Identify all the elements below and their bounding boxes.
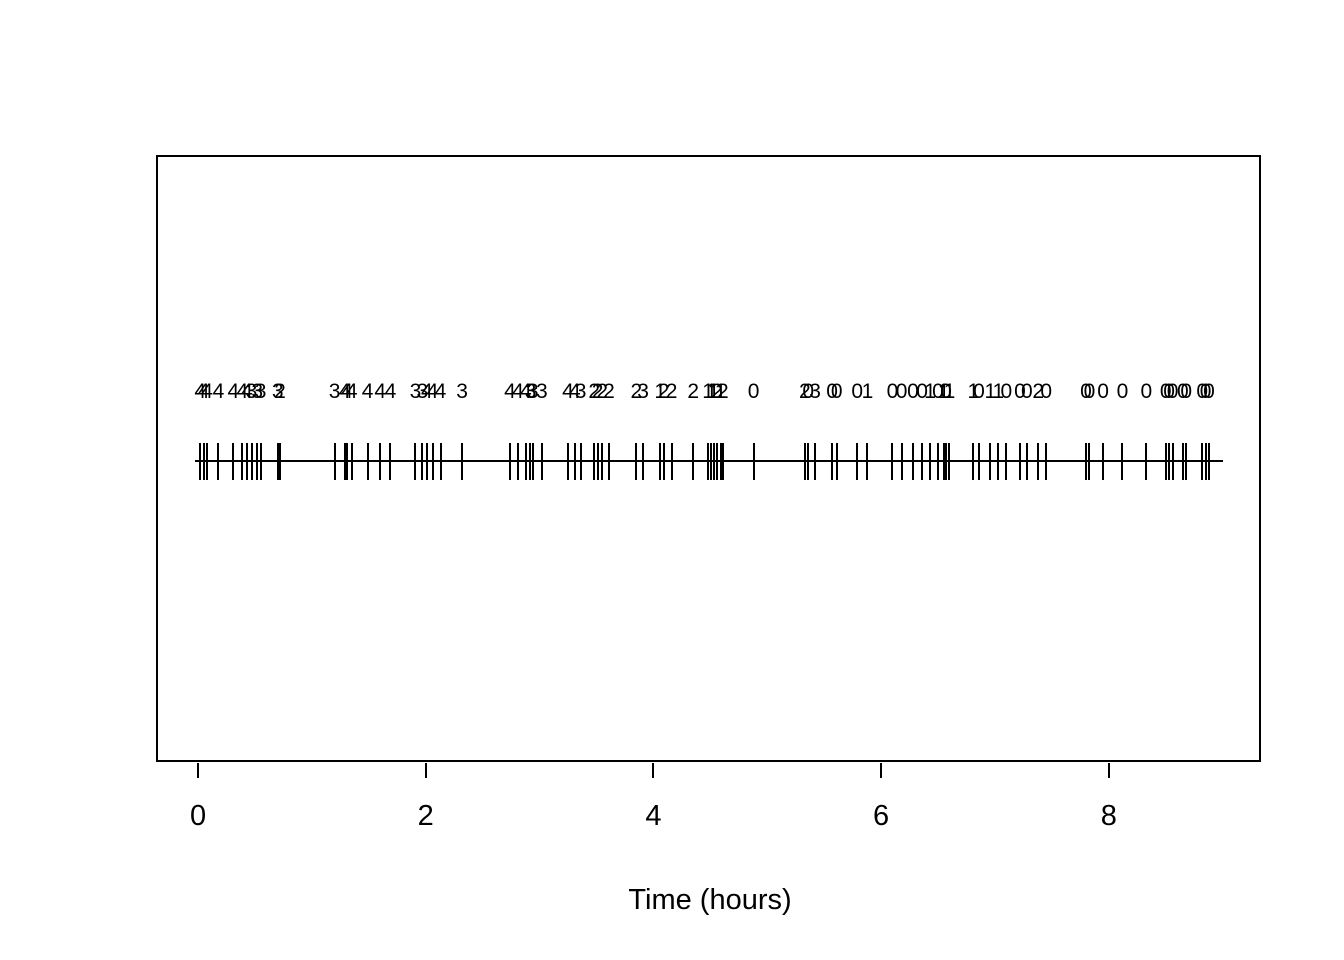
event-tick: [601, 443, 604, 480]
event-tick: [596, 443, 599, 480]
event-tick: [1037, 443, 1040, 480]
event-tick: [414, 443, 417, 480]
event-tick: [716, 443, 719, 480]
event-tick: [1025, 443, 1028, 480]
event-tick: [199, 443, 202, 480]
event-tick: [891, 443, 894, 480]
event-tick: [346, 443, 349, 480]
event-tick: [642, 443, 645, 480]
event-tick: [1185, 443, 1188, 480]
event-tick: [421, 443, 424, 480]
x-axis-title: Time (hours): [628, 884, 792, 916]
event-tick: [379, 443, 382, 480]
event-tick: [835, 443, 838, 480]
event-tick: [366, 443, 369, 480]
event-tick: [1164, 443, 1167, 480]
event-tick: [259, 443, 262, 480]
event-tick: [350, 443, 353, 480]
event-tick: [540, 443, 543, 480]
event-tick: [425, 443, 428, 480]
event-tick: [241, 443, 244, 480]
x-axis-tick: [197, 763, 199, 778]
event-tick: [803, 443, 806, 480]
event-tick: [659, 443, 662, 480]
event-tick: [1181, 443, 1184, 480]
event-tick: [707, 443, 710, 480]
event-tick: [670, 443, 673, 480]
event-tick: [607, 443, 610, 480]
event-tick: [911, 443, 914, 480]
event-tick: [942, 443, 945, 480]
event-tick: [710, 443, 713, 480]
x-axis-tick: [1107, 763, 1110, 778]
event-tick: [206, 443, 209, 480]
event-tick: [662, 443, 665, 480]
event-tick: [524, 443, 527, 480]
event-tick: [461, 443, 464, 480]
event-tick: [814, 443, 817, 480]
event-tick: [389, 443, 392, 480]
event-tick: [1088, 443, 1091, 480]
event-tick: [921, 443, 924, 480]
event-tick: [831, 443, 834, 480]
event-tick: [900, 443, 903, 480]
event-tick: [978, 443, 980, 480]
event-tick: [1005, 443, 1008, 480]
event-tick: [217, 443, 220, 480]
event-tick: [1121, 443, 1124, 480]
event-tick: [856, 443, 859, 480]
event-tick: [276, 443, 279, 480]
event-tick: [719, 443, 722, 480]
event-tick: [972, 443, 975, 480]
x-axis-tick: [424, 763, 427, 778]
event-tick: [1085, 443, 1088, 480]
event-tick: [529, 443, 532, 480]
event-tick: [579, 443, 582, 480]
event-tick: [439, 443, 442, 480]
event-tick: [937, 443, 940, 480]
event-tick: [1018, 443, 1021, 480]
event-tick: [1204, 443, 1207, 480]
event-tick: [1171, 443, 1174, 480]
event-tick: [1201, 443, 1204, 480]
event-tick: [997, 443, 1000, 480]
event-tick: [1102, 443, 1105, 480]
event-tick: [989, 443, 992, 480]
event-tick: [866, 443, 869, 480]
event-tick: [752, 443, 755, 480]
event-tick: [431, 443, 434, 480]
event-tick: [202, 443, 205, 480]
event-tick: [516, 443, 519, 480]
event-tick: [807, 443, 810, 480]
event-tick: [948, 443, 951, 480]
event-tick: [1168, 443, 1171, 480]
event-tick: [245, 443, 248, 480]
x-axis-tick: [880, 763, 883, 778]
event-tick: [1145, 443, 1148, 480]
event-tick: [929, 443, 932, 480]
event-tick: [250, 443, 253, 480]
event-tick: [567, 443, 569, 480]
event-tick: [232, 443, 235, 480]
event-tick: [944, 443, 947, 480]
event-tick: [1045, 443, 1048, 480]
event-tick: [278, 443, 281, 480]
event-tick: [721, 443, 724, 480]
event-tick: [508, 443, 511, 480]
event-tick: [573, 443, 576, 480]
event-tick: [1207, 443, 1210, 480]
event-tick: [635, 443, 638, 480]
event-tick: [531, 443, 534, 480]
event-tick: [712, 443, 715, 480]
event-tick: [343, 443, 346, 480]
event-tick: [692, 443, 695, 480]
event-tick: [256, 443, 259, 480]
event-tick: [593, 443, 596, 480]
x-axis-tick: [652, 763, 655, 778]
event-tick: [333, 443, 336, 480]
